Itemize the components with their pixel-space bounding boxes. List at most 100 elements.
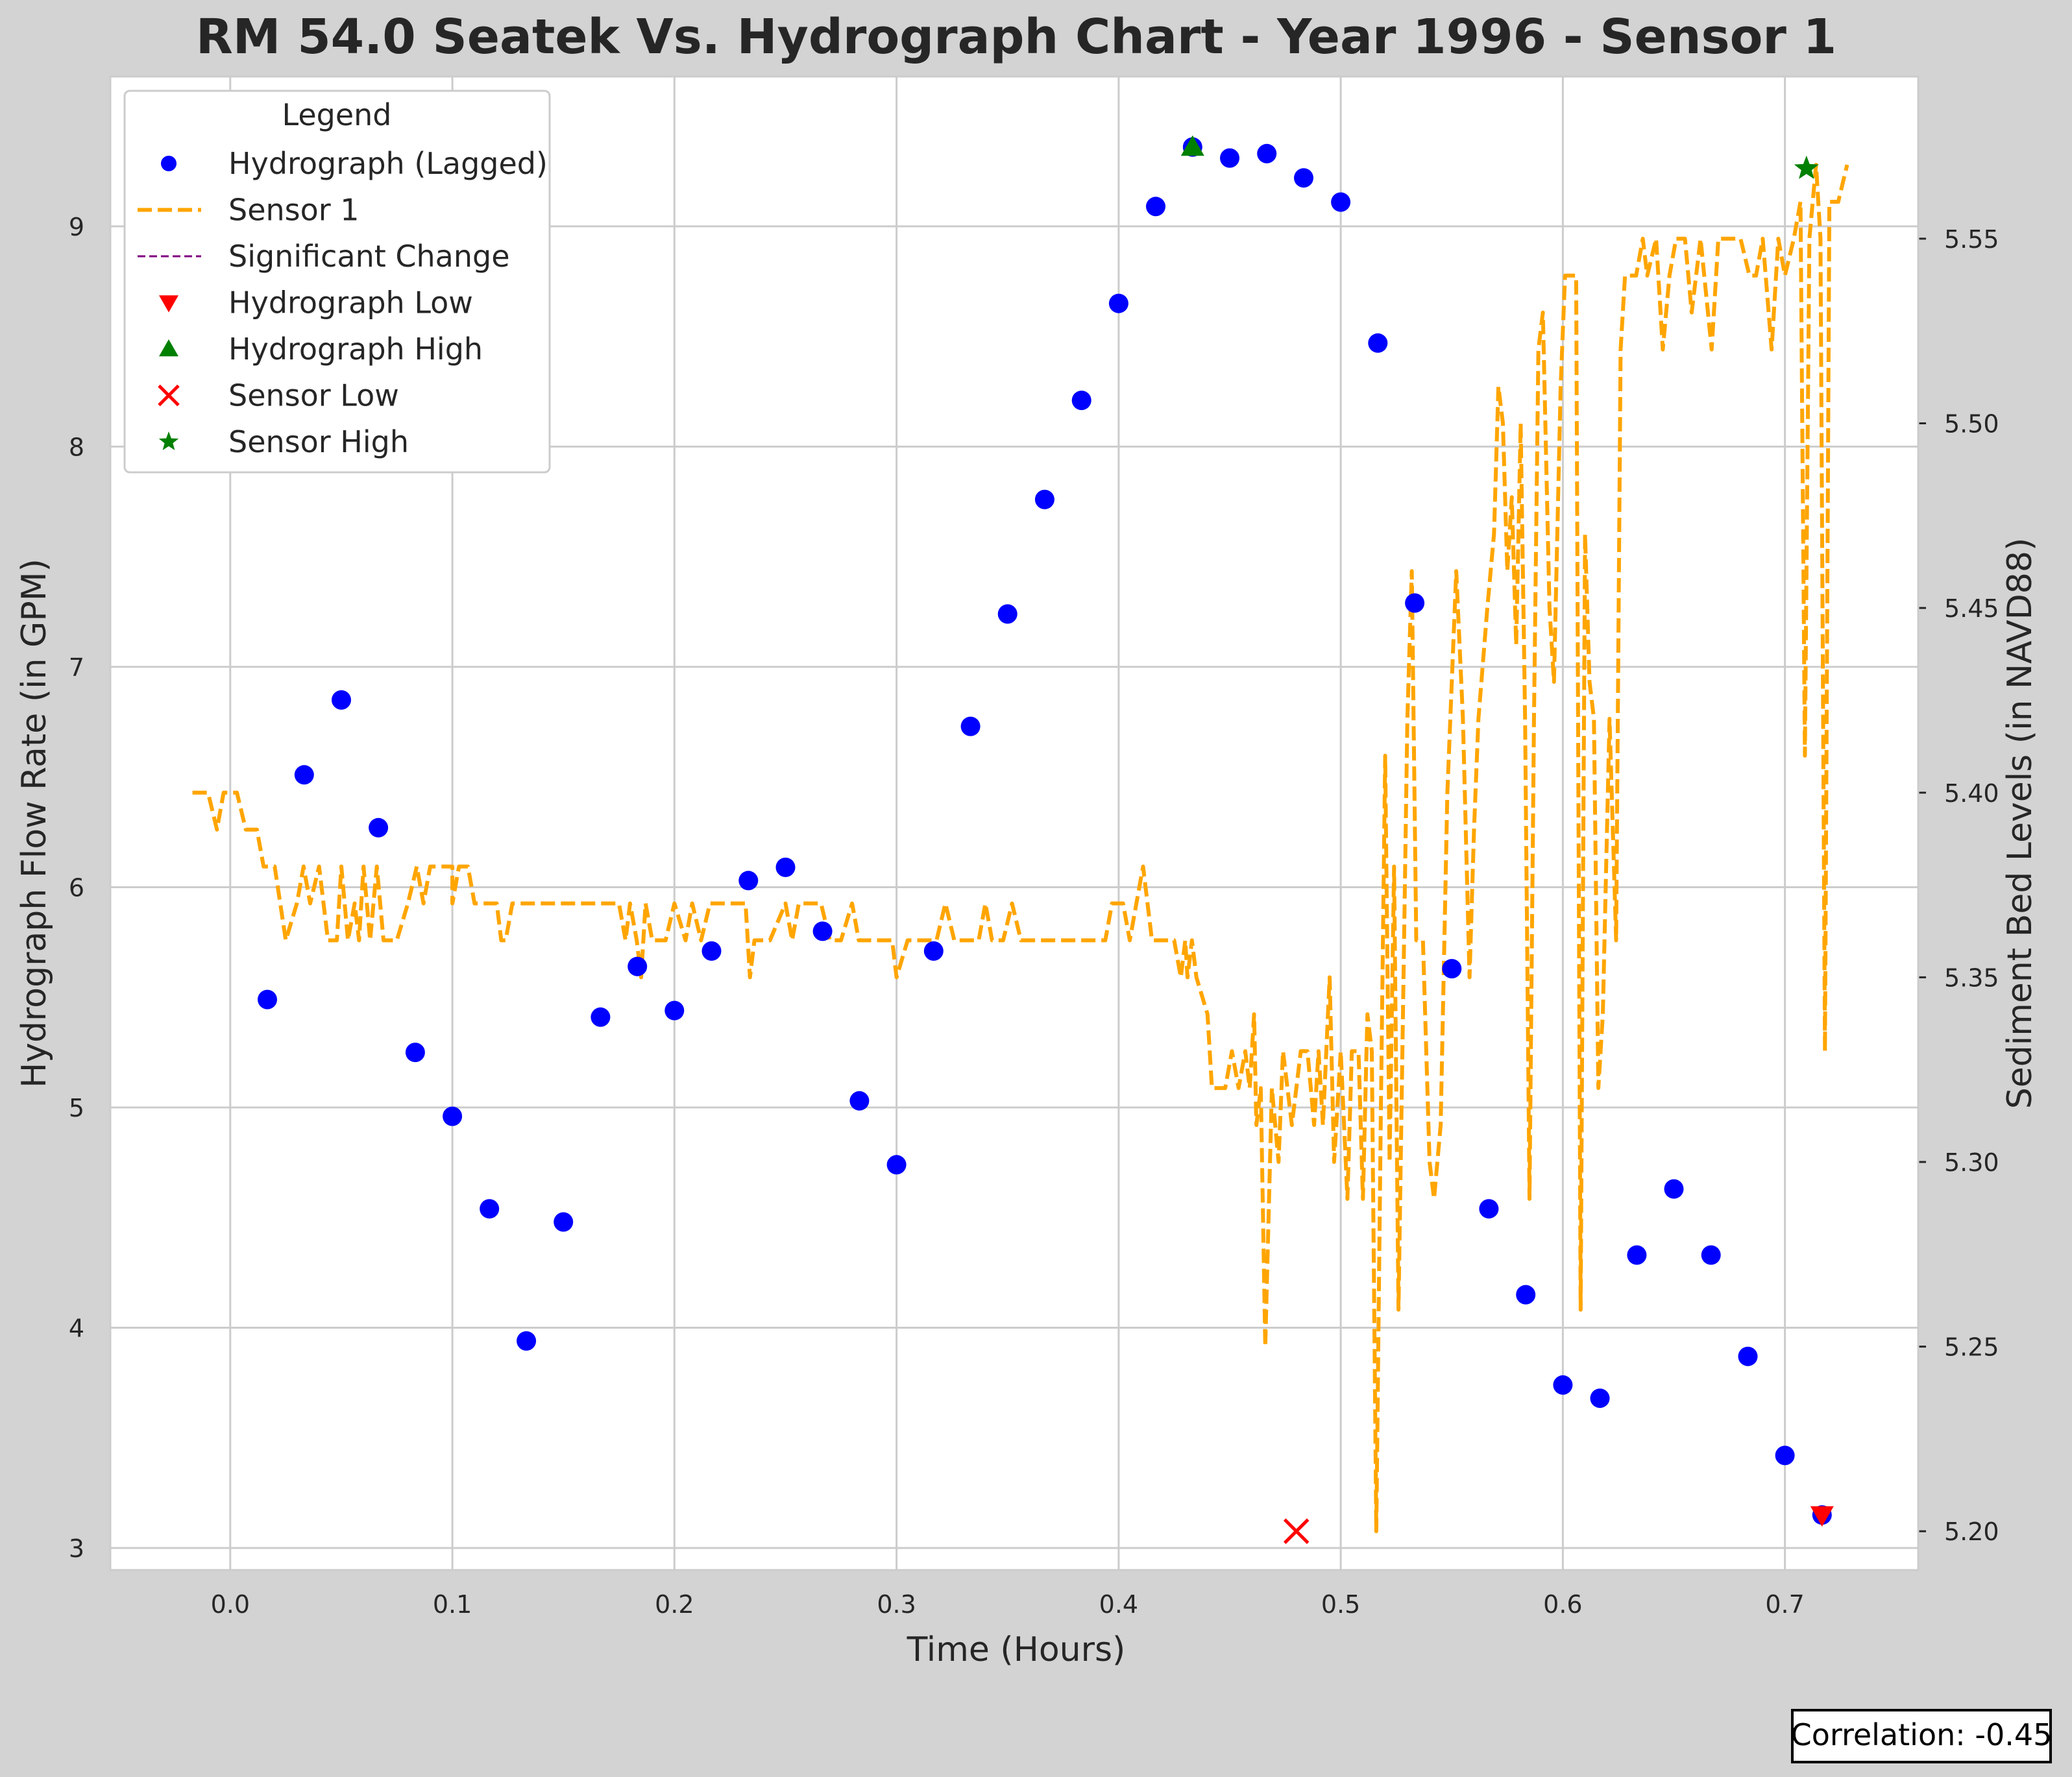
y2-tick-label: 5.45 bbox=[1944, 594, 1999, 623]
gridlines bbox=[110, 77, 1918, 1570]
legend-item: Hydrograph High bbox=[159, 332, 483, 367]
sensor-high-marker bbox=[1794, 155, 1819, 179]
hydrograph-point bbox=[1331, 192, 1351, 212]
hydrograph-point bbox=[738, 871, 759, 891]
x-tick-label: 0.7 bbox=[1765, 1590, 1804, 1619]
legend-label: Hydrograph (Lagged) bbox=[228, 146, 548, 181]
y2-tick-label: 5.50 bbox=[1944, 410, 1999, 439]
axes: 0.0 0.1 0.2 0.3 0.4 0.5 0.6 0.7 3 4 5 6 7 8 9 5.20 5.25 5… bbox=[69, 75, 1999, 1619]
y-tick-label: 8 bbox=[69, 433, 84, 461]
hydrograph-point bbox=[332, 690, 351, 710]
hydrograph-point bbox=[849, 1091, 870, 1111]
x-tick-label: 0.5 bbox=[1321, 1590, 1360, 1619]
hydrograph-point bbox=[1071, 391, 1091, 411]
legend-item: Significant Change bbox=[138, 239, 510, 274]
legend-swatch-stroke bbox=[158, 384, 180, 407]
hydrograph-point bbox=[1553, 1375, 1573, 1395]
y-tick-label: 3 bbox=[69, 1534, 84, 1563]
x-tick-label: 0.3 bbox=[877, 1590, 916, 1619]
legend: Legend Hydrograph (Lagged) Sensor 1 Signif… bbox=[123, 90, 551, 474]
legend-box bbox=[123, 90, 551, 474]
hydrograph-point bbox=[1775, 1445, 1795, 1466]
x-axis-label: Time (Hours) bbox=[907, 1630, 1126, 1669]
hydrograph-point bbox=[923, 941, 944, 961]
hydrograph-point bbox=[628, 956, 648, 976]
hydrograph-point bbox=[1664, 1179, 1684, 1199]
correlation-text: Correlation: -0.45 bbox=[1791, 1717, 2053, 1752]
legend-swatch bbox=[158, 384, 180, 407]
legend-label: Sensor High bbox=[228, 424, 409, 459]
x-tick-label: 0.1 bbox=[433, 1590, 472, 1619]
y2-axis-label: Sediment Bed Levels (in NAVD88) bbox=[2001, 538, 2040, 1109]
legend-item: Sensor 1 bbox=[138, 193, 360, 228]
hydrograph-point bbox=[554, 1212, 574, 1232]
legend-item: Sensor Low bbox=[158, 378, 399, 413]
hydrograph-point bbox=[1479, 1199, 1499, 1219]
hydrograph-point bbox=[1108, 293, 1128, 313]
data-series bbox=[192, 137, 1849, 1534]
x-tick-label: 0.2 bbox=[655, 1590, 694, 1619]
y-tick-label: 5 bbox=[69, 1094, 84, 1122]
chart-title: RM 54.0 Seatek Vs. Hydrograph Chart - Ye… bbox=[196, 9, 1836, 65]
correlation-annotation: Correlation: -0.45 bbox=[1791, 1709, 2053, 1763]
hydrograph-point bbox=[1146, 197, 1165, 217]
hydrograph-point bbox=[960, 716, 981, 736]
y2-tick-label: 5.30 bbox=[1944, 1148, 1999, 1177]
legend-item: Sensor High bbox=[158, 424, 409, 459]
y-tick-label: 4 bbox=[69, 1314, 84, 1343]
hydrograph-point bbox=[480, 1199, 500, 1219]
hydrograph-point bbox=[812, 921, 833, 941]
hydrograph-point bbox=[1516, 1285, 1536, 1305]
hydrograph-point bbox=[258, 989, 277, 1009]
hydrograph-low-marker bbox=[1810, 1506, 1834, 1527]
y2-tick-label: 5.35 bbox=[1944, 963, 1999, 992]
y-tick-label: 9 bbox=[69, 213, 84, 241]
hydrograph-point bbox=[1627, 1245, 1647, 1265]
legend-item: Hydrograph Low bbox=[159, 285, 473, 320]
hydrograph-point bbox=[1405, 593, 1425, 613]
x-tick-label: 0.4 bbox=[1099, 1590, 1138, 1619]
hydrograph-point bbox=[997, 604, 1018, 624]
x-tick-label: 0.6 bbox=[1543, 1590, 1582, 1619]
legend-swatch bbox=[159, 339, 178, 357]
legend-title: Legend bbox=[282, 97, 392, 132]
hydrograph-point bbox=[701, 941, 722, 961]
y2-tick-label: 5.55 bbox=[1944, 225, 1999, 254]
y-tick-label: 7 bbox=[69, 653, 84, 682]
hydrograph-point bbox=[1220, 148, 1239, 168]
legend-label: Hydrograph Low bbox=[228, 285, 473, 320]
hydrograph-point bbox=[405, 1043, 425, 1063]
legend-swatch bbox=[159, 295, 178, 313]
hydrograph-point bbox=[664, 1000, 685, 1021]
hydrograph-point bbox=[1034, 489, 1054, 509]
hydrograph-point bbox=[1294, 168, 1313, 188]
hydrograph-point bbox=[775, 857, 796, 877]
y-axis-label: Hydrograph Flow Rate (in GPM) bbox=[15, 559, 54, 1088]
hydrograph-point bbox=[294, 765, 314, 785]
hydrograph-point bbox=[517, 1331, 537, 1351]
hydrograph-point bbox=[443, 1106, 463, 1126]
legend-swatch bbox=[161, 156, 177, 171]
legend-label: Significant Change bbox=[228, 239, 510, 274]
sensor-1-line bbox=[192, 163, 1849, 1534]
x-tick-label: 0.0 bbox=[211, 1590, 250, 1619]
plot-frame bbox=[109, 75, 1920, 1571]
legend-label: Sensor Low bbox=[228, 378, 399, 413]
y-tick-label: 6 bbox=[69, 874, 84, 902]
hydrograph-point bbox=[1590, 1388, 1610, 1408]
y2-tick-label: 5.40 bbox=[1944, 779, 1999, 808]
y2-tick-label: 5.25 bbox=[1944, 1333, 1999, 1362]
sensor-low-marker bbox=[1283, 1518, 1310, 1544]
hydrograph-point bbox=[369, 817, 389, 838]
hydrograph-point bbox=[1442, 959, 1462, 979]
legend-swatch bbox=[158, 431, 179, 450]
hydrograph-point bbox=[591, 1007, 611, 1027]
legend-label: Sensor 1 bbox=[228, 193, 360, 228]
correlation-box bbox=[1791, 1709, 2052, 1763]
legend-label: Hydrograph High bbox=[228, 332, 483, 367]
sensor-low-marker-stroke bbox=[1283, 1518, 1310, 1544]
hydrograph-point bbox=[1701, 1245, 1721, 1265]
extreme-markers bbox=[1180, 135, 1834, 1544]
